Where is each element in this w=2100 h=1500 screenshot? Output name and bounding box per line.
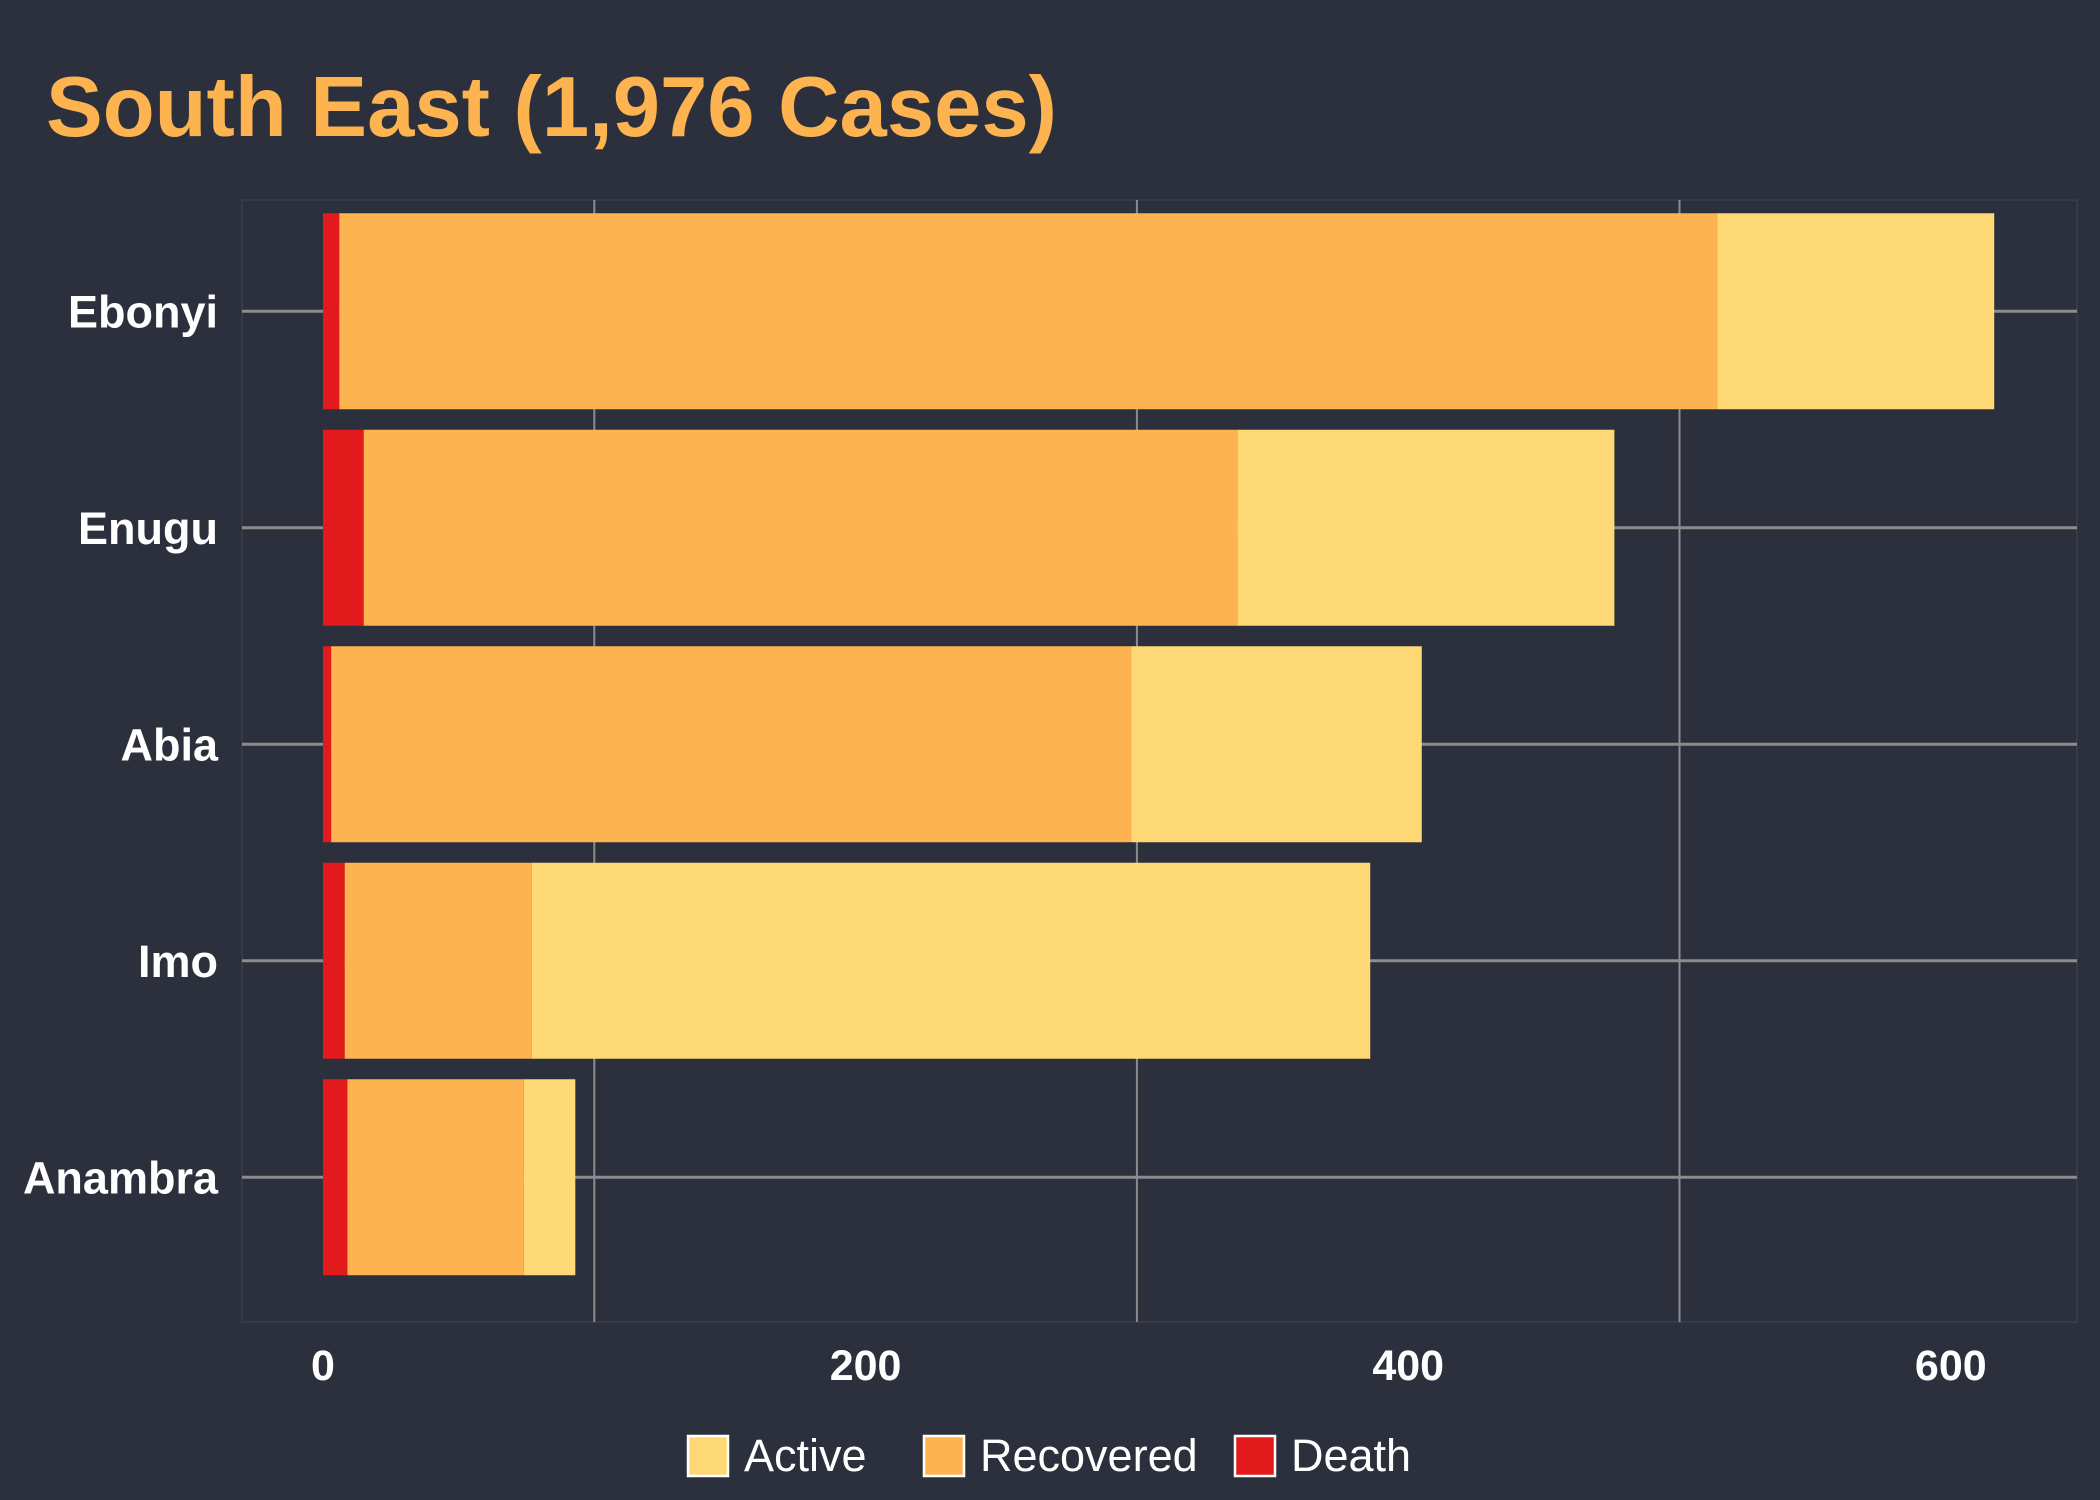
bar-ebonyi-active	[1717, 213, 1995, 410]
bars	[323, 213, 1995, 1276]
panel-border	[241, 199, 2078, 1323]
bar-enugu-recovered	[363, 429, 1238, 626]
legend-key-death	[1233, 1434, 1277, 1478]
legend-label-active: Active	[744, 1430, 867, 1481]
bar-enugu-death	[323, 429, 364, 626]
y-tick-label-abia: Abia	[120, 719, 218, 770]
x-tick-label-600: 600	[1915, 1342, 1987, 1390]
legend-key-active	[686, 1434, 730, 1478]
bar-enugu-active	[1237, 429, 1615, 626]
y-tick-label-ebonyi: Ebonyi	[68, 286, 218, 337]
bar-imo-active	[531, 862, 1371, 1059]
legend-label-death: Death	[1291, 1430, 1411, 1481]
bar-anambra-death	[323, 1079, 348, 1276]
bar-abia-death	[323, 646, 332, 843]
legend: Active Recovered Death	[686, 1430, 1411, 1481]
y-tick-label-imo: Imo	[138, 936, 218, 987]
y-tick-label-anambra: Anambra	[23, 1152, 219, 1203]
x-tick-label-400: 400	[1372, 1342, 1444, 1390]
legend-label-recovered: Recovered	[980, 1430, 1198, 1481]
bar-ebonyi-recovered	[339, 213, 1718, 410]
bar-anambra-recovered	[347, 1079, 524, 1276]
bar-anambra-active	[523, 1079, 576, 1276]
bar-imo-death	[323, 862, 345, 1059]
legend-key-recovered	[922, 1434, 966, 1478]
chart-title: South East (1,976 Cases)	[46, 60, 1057, 155]
bar-abia-active	[1131, 646, 1422, 843]
y-axis: Ebonyi Enugu Abia Imo Anambra	[23, 286, 219, 1203]
bar-ebonyi-death	[323, 213, 340, 410]
x-tick-label-0: 0	[311, 1342, 335, 1390]
x-axis: 0 200 400 600	[311, 1342, 1987, 1390]
bar-imo-recovered	[344, 862, 532, 1059]
y-tick-label-enugu: Enugu	[78, 503, 218, 554]
bar-abia-recovered	[331, 646, 1132, 843]
x-tick-label-200: 200	[830, 1342, 902, 1390]
plot-panel	[241, 199, 2078, 1323]
